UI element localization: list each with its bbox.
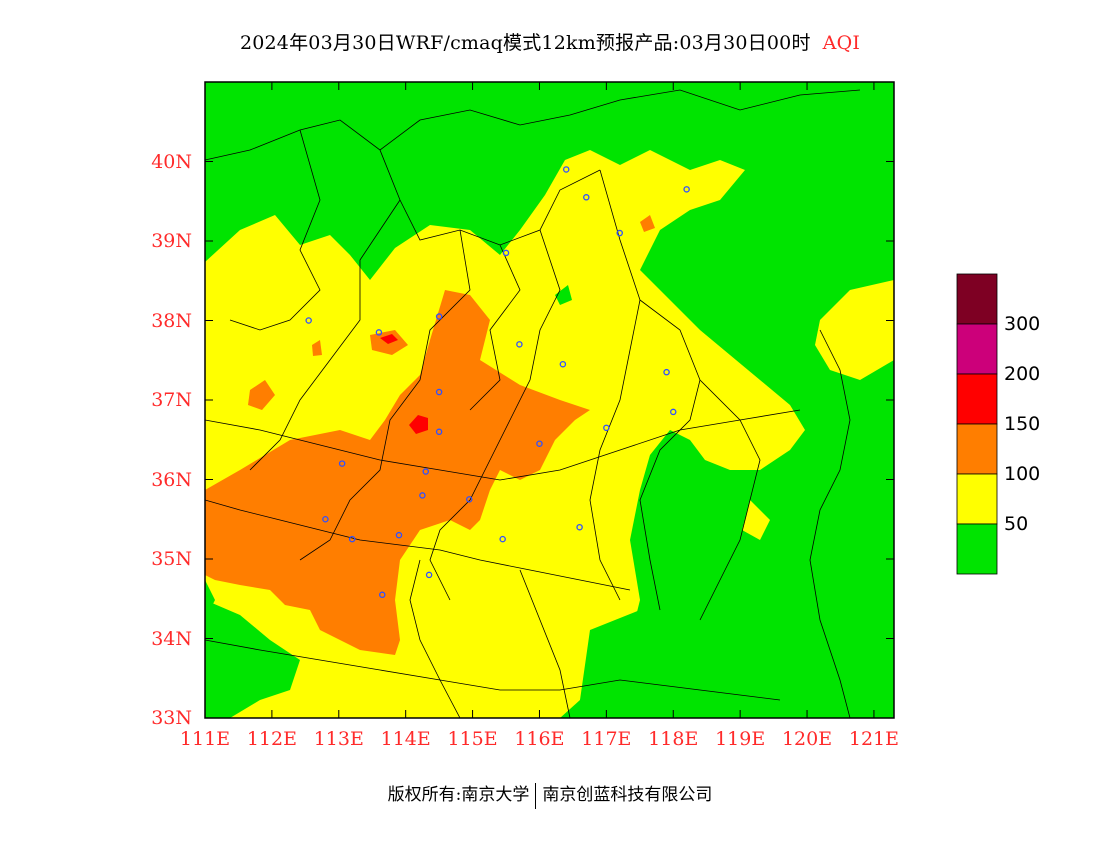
station-marker	[616, 229, 623, 237]
legend-label: 50	[1004, 513, 1029, 535]
company-text: 南京创蓝科技有限公司	[542, 785, 713, 805]
boundary-line	[299, 229, 471, 561]
copyright-text: 版权所有:南京大学	[387, 785, 530, 805]
station-marker	[502, 249, 510, 257]
aqi-band-good-patch	[555, 285, 572, 305]
aqi-band-moderate-south	[340, 640, 560, 718]
legend-box-unhealthy	[956, 373, 998, 425]
lon-tick-label: 121E	[848, 728, 899, 750]
boundary-line	[639, 299, 701, 611]
station-marker	[375, 329, 383, 336]
station-marker	[322, 516, 329, 523]
aqi-band-unhealthy-north	[380, 334, 398, 344]
station-marker	[603, 424, 610, 432]
station-marker	[419, 492, 426, 499]
lon-tick-label: 116E	[514, 728, 565, 750]
legend-label: 300	[1004, 313, 1041, 335]
station-marker	[576, 523, 583, 531]
station-marker	[683, 186, 690, 193]
aqi-band-sensitive-west	[248, 380, 275, 410]
legend-box-good	[956, 523, 998, 575]
title-variable: AQI	[822, 32, 861, 54]
aqi-band-sensitive	[205, 290, 590, 655]
boundary-line	[809, 329, 851, 718]
aqi-band-sensitive-patch	[640, 215, 655, 232]
boundary-line	[519, 569, 571, 718]
station-marker	[583, 194, 590, 201]
station-marker	[663, 368, 670, 376]
legend-box-moderate	[956, 473, 998, 525]
lon-tick-label: 119E	[715, 728, 766, 750]
boundary-line	[429, 229, 561, 601]
title-main: 2024年03月30日WRF/cmaq模式12km预报产品:03月30日00时	[239, 32, 811, 54]
lon-tick-label: 111E	[179, 728, 231, 750]
lon-tick-label: 118E	[648, 728, 699, 750]
station-marker	[516, 341, 523, 348]
boundary-line	[205, 409, 801, 481]
legend-label: 200	[1004, 363, 1041, 385]
boundary-line	[409, 559, 461, 718]
station-marker	[559, 360, 567, 368]
station-marker	[395, 531, 403, 539]
station-marker	[670, 408, 677, 416]
station-marker	[379, 591, 386, 599]
station-marker	[562, 166, 570, 173]
boundary-line	[589, 169, 641, 601]
lat-tick-label: 34N	[151, 627, 192, 650]
aqi-band-unhealthy	[409, 415, 428, 434]
legend-box-sensitive	[956, 423, 998, 475]
aqi-band-sensitive-patch2	[312, 340, 322, 356]
boundary-line	[205, 119, 601, 246]
boundary-line	[469, 244, 521, 411]
aqi-band-moderate-patch	[742, 500, 770, 540]
station-marker	[348, 535, 356, 543]
lon-tick-label: 114E	[380, 728, 431, 750]
map-title: 2024年03月30日WRF/cmaq模式12km预报产品:03月30日00时 A…	[0, 28, 1100, 55]
boundary-line	[379, 89, 861, 151]
lon-tick-label: 115E	[447, 728, 498, 750]
station-marker	[536, 440, 543, 447]
station-marker	[435, 313, 443, 320]
aqi-field	[205, 82, 894, 718]
lon-tick-label: 117E	[581, 728, 632, 750]
station-marker	[425, 571, 433, 579]
lat-tick-label: 37N	[151, 389, 192, 411]
aqi-band-moderate-east	[815, 280, 894, 380]
boundary-line	[205, 499, 631, 591]
station-marker	[305, 317, 312, 324]
legend-label: 150	[1004, 413, 1041, 435]
footer-divider	[535, 782, 537, 809]
footer: 版权所有:南京大学 南京创蓝科技有限公司	[0, 780, 1100, 809]
lat-tick-label: 39N	[151, 230, 192, 252]
lat-tick-label: 38N	[151, 309, 192, 332]
lon-tick-label: 120E	[781, 728, 833, 750]
lon-tick-label: 112E	[246, 728, 297, 750]
station-marker	[435, 388, 443, 396]
legend-label: 100	[1004, 463, 1041, 485]
legend-box-hazardous	[956, 273, 998, 325]
station-marker	[422, 468, 429, 475]
boundary-line	[699, 379, 761, 621]
boundary-line	[249, 199, 401, 471]
station-marker	[435, 428, 443, 436]
lat-tick-label: 40N	[151, 150, 192, 173]
lat-tick-label: 35N	[151, 548, 192, 570]
station-marker	[338, 460, 346, 467]
aqi-band-good-sw	[205, 600, 300, 718]
legend-box-very-unhealthy	[956, 323, 998, 375]
lat-tick-label: 36N	[151, 468, 192, 491]
lat-tick-label: 33N	[151, 707, 192, 729]
station-marker	[465, 496, 473, 503]
lon-tick-label: 113E	[313, 728, 364, 750]
aqi-band-good-south	[580, 610, 800, 718]
boundary-line	[229, 129, 321, 331]
station-marker	[499, 535, 506, 543]
boundary-line	[205, 639, 781, 701]
